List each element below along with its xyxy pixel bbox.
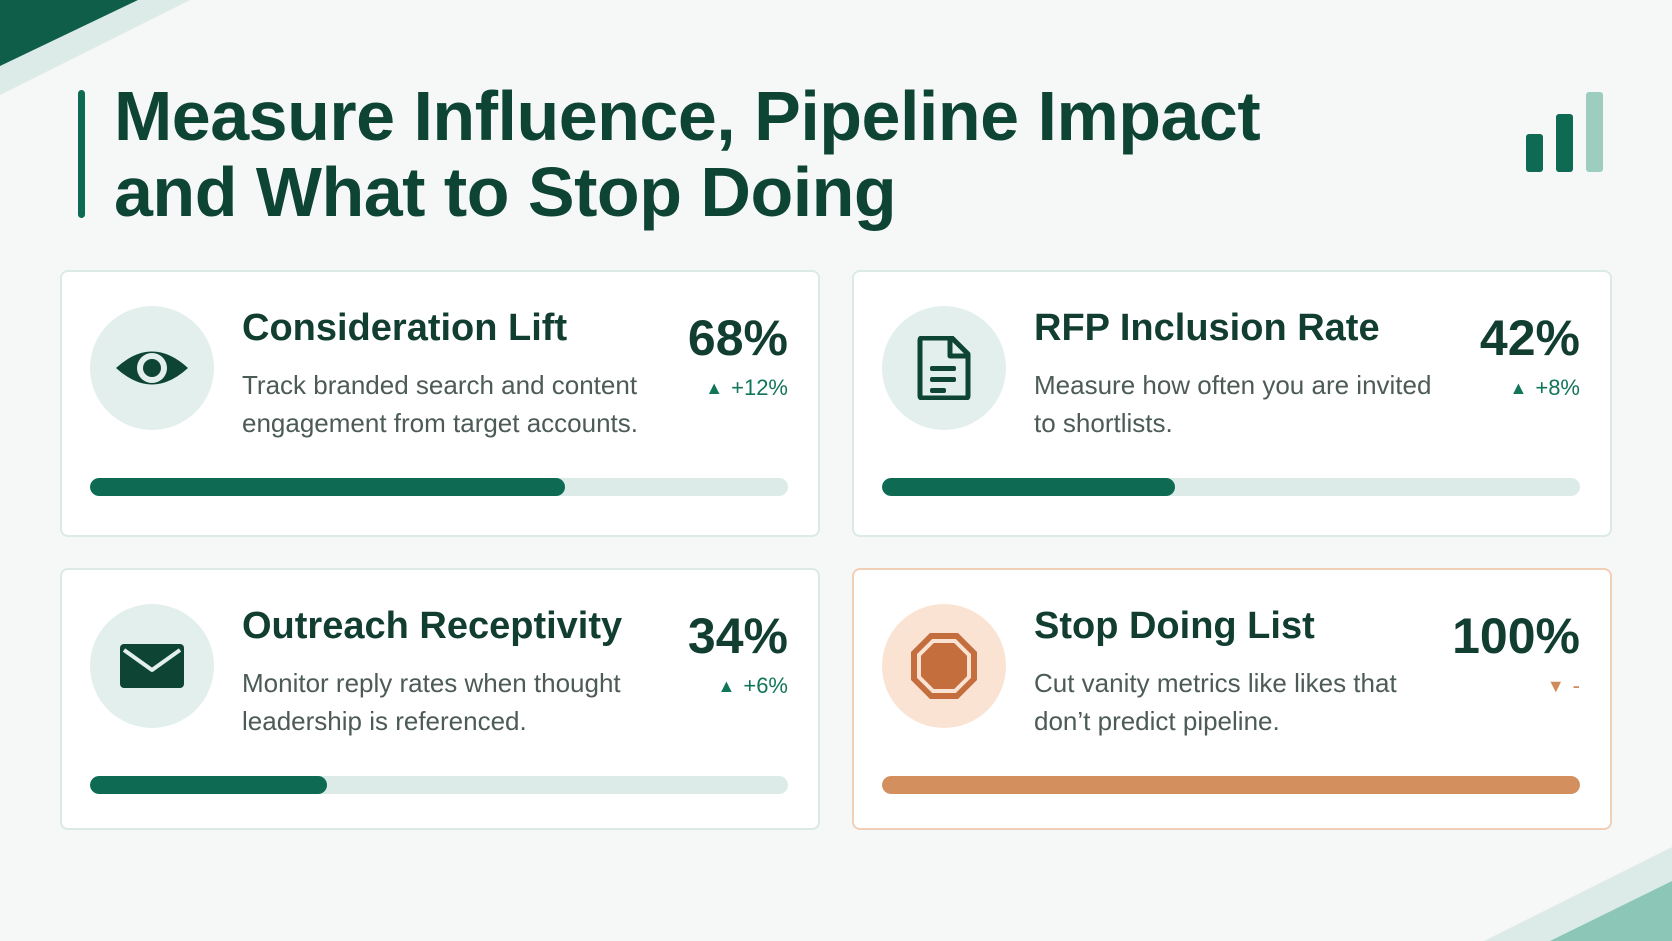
card-title: Outreach Receptivity: [242, 605, 623, 647]
card-metric-value: 42%: [1479, 310, 1580, 366]
title-accent-rule: [78, 90, 85, 218]
trend-up-icon: ▲: [1509, 378, 1528, 398]
page-title: Measure Influence, Pipeline Impact and W…: [114, 77, 1261, 231]
card-delta: ▲ +12%: [705, 374, 788, 402]
card-delta: ▲ +8%: [1510, 374, 1580, 402]
progress-bar-fill: [882, 478, 1176, 496]
card-metric-value: 68%: [687, 310, 788, 366]
progress-bar-fill: [882, 776, 1580, 794]
metric-card-stop-doing-list: Stop Doing List Cut vanity metrics like …: [852, 568, 1612, 830]
card-title: Consideration Lift: [242, 307, 568, 349]
progress-bar: [90, 478, 788, 496]
card-description: Measure how often you are invited to sho…: [1034, 370, 1432, 438]
page-title-line-1: Measure Influence, Pipeline Impact: [114, 77, 1261, 155]
card-title: RFP Inclusion Rate: [1034, 307, 1380, 349]
metric-card-rfp-inclusion-rate: RFP Inclusion Rate Measure how often you…: [852, 270, 1612, 537]
metric-card-consideration-lift: Consideration Lift Track branded search …: [60, 270, 820, 537]
stop-sign-icon: [882, 604, 1006, 728]
card-delta-value: -: [1572, 673, 1580, 698]
card-metric-value: 100%: [1452, 608, 1580, 664]
corner-decoration-top-left: [0, 0, 190, 95]
eye-icon: [90, 306, 214, 430]
corner-decoration-bottom-right: [1484, 847, 1672, 941]
card-metric-value: 34%: [687, 608, 788, 664]
page-title-line-2: and What to Stop Doing: [114, 153, 897, 231]
bar-chart-icon: [1526, 92, 1603, 172]
progress-bar-fill: [90, 776, 328, 794]
document-icon: [882, 306, 1006, 430]
progress-bar: [90, 776, 788, 794]
card-delta-value: +8%: [1535, 375, 1580, 400]
progress-bar: [882, 478, 1580, 496]
progress-bar-fill: [90, 478, 565, 496]
card-delta-value: +12%: [731, 375, 788, 400]
card-delta-value: +6%: [743, 673, 788, 698]
card-title: Stop Doing List: [1034, 605, 1315, 647]
trend-up-icon: ▲: [705, 378, 724, 398]
envelope-icon: [90, 604, 214, 728]
metric-card-outreach-receptivity: Outreach Receptivity Monitor reply rates…: [60, 568, 820, 830]
trend-up-icon: ▲: [717, 676, 736, 696]
trend-down-icon: ▼: [1546, 676, 1565, 696]
card-delta: ▲ +6%: [718, 672, 788, 700]
card-description: Track branded search and content engagem…: [242, 370, 639, 438]
progress-bar: [882, 776, 1580, 794]
card-description: Monitor reply rates when thought leaders…: [242, 668, 621, 736]
card-description: Cut vanity metrics like likes that don’t…: [1034, 668, 1397, 736]
card-delta: ▼ -: [1547, 672, 1580, 700]
